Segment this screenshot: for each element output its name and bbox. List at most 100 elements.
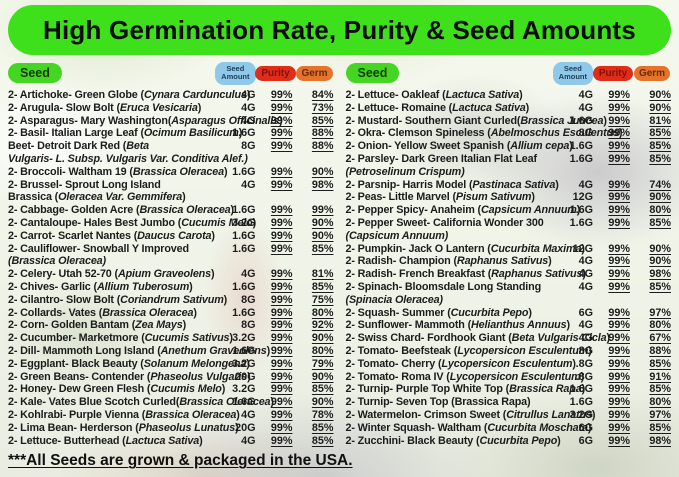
seed-amount-value: 4G	[578, 319, 593, 332]
seed-amount-value: 8G	[241, 319, 256, 332]
germ-value: 75%	[311, 293, 334, 306]
seed-amount-value: 1.6G	[232, 396, 256, 409]
table-row: 2- Green Beans- Contender (Phaseolus Vul…	[8, 371, 334, 384]
purity-value: 99%	[270, 229, 293, 242]
purity-value: 99%	[608, 216, 630, 229]
seed-name: 2- Tomato- Cherry (Lycopersicon Esculent…	[345, 357, 577, 370]
germ-value: 98%	[649, 434, 671, 447]
seed-name: 2- Pepper Sweet- California Wonder 300 (C…	[345, 216, 544, 242]
seed-name: 2- Sunflower- Mammoth (Helianthus Annuus…	[345, 319, 571, 332]
table-row: 2- Winter Squash- Waltham (Cucurbita Mos…	[346, 422, 672, 435]
table-row: 2- Cantaloupe- Hales Best Jumbo (Cucumis…	[8, 217, 334, 230]
seed-name: 2- Mustard- Southern Giant Curled(Brassi…	[345, 114, 607, 127]
purity-value: 99%	[608, 191, 630, 204]
germ-value: 85%	[649, 152, 671, 165]
seed-name: 2- Onion- Yellow Sweet Spanish (Allium c…	[345, 140, 573, 153]
purity-value: 99%	[270, 178, 293, 191]
seed-amount-value: .8G	[575, 370, 593, 383]
purity-value: 99%	[270, 114, 293, 127]
germ-value: 90%	[649, 101, 671, 114]
table-row: 2- Dill- Mammoth Long Island (Anethum Gr…	[8, 345, 334, 358]
table-row: 2- Pumpkin- Jack O Lantern (Cucurbita Ma…	[346, 243, 672, 256]
seed-name: 2- Brussel- Sprout Long Island Brassica (…	[8, 178, 186, 204]
seed-amount-value: 4G	[241, 114, 256, 127]
purity-value: 99%	[270, 165, 293, 178]
germ-value: 78%	[311, 408, 334, 421]
seed-name: 2- Lettuce- Romaine (Lactuca Sativa)	[345, 101, 530, 114]
seed-amount-header-chip: Seed Amount	[215, 61, 256, 85]
table-row: 2- Chives- Garlic (Allium Tuberosum) 1.6G…	[8, 281, 334, 294]
germ-value: 98%	[649, 268, 671, 281]
purity-value: 99%	[270, 127, 293, 140]
purity-value: 99%	[270, 280, 293, 293]
seed-table: Seed Seed Amount Purity Germ 2- Artichoke…	[8, 58, 671, 447]
purity-value: 99%	[608, 152, 630, 165]
seed-name: 2- Peas- Little Marvel (Pisum Sativum)	[345, 191, 535, 204]
table-row: 2- Radish- Champion (Raphanus Sativus) 4G…	[346, 255, 672, 268]
table-row: 2- Kale- Vates Blue Scotch Curled(Brassi…	[8, 396, 334, 409]
seed-amount-value: 4G	[241, 89, 256, 101]
seed-name: 2- Chives- Garlic (Allium Tuberosum)	[8, 280, 193, 293]
seed-name: 2- Swiss Chard- Fordhook Giant (Beta Vul…	[345, 332, 611, 345]
seed-name: 2- Green Beans- Contender (Phaseolus Vul…	[8, 370, 251, 383]
purity-value: 99%	[270, 332, 293, 345]
seed-amount-header-line1: Seed	[563, 63, 582, 73]
seed-amount-value: 20G	[235, 370, 256, 383]
seed-name: 2- Cantaloupe- Hales Best Jumbo (Cucumis…	[8, 216, 257, 229]
table-row: Beet- Detroit Dark Red (Beta Vulgaris- L.…	[8, 140, 334, 166]
purity-value: 99%	[608, 357, 630, 370]
table-row: 2- Cucumber- Marketmore (Cucumis Sativus…	[8, 332, 334, 345]
seed-amount-value: 1.6G	[232, 204, 256, 217]
table-row: 2- Sunflower- Mammoth (Helianthus Annuus…	[346, 319, 672, 332]
seed-amount-value: .8G	[575, 344, 593, 357]
purity-value: 99%	[608, 114, 630, 127]
germ-value: 91%	[649, 370, 671, 383]
seed-name: 2- Pumpkin- Jack O Lantern (Cucurbita Ma…	[345, 242, 585, 255]
purity-value: 99%	[608, 319, 630, 332]
seed-name: 2- Lettuce- Butterhead (Lactuca Sativa)	[8, 434, 203, 447]
purity-value: 99%	[608, 344, 630, 357]
seed-amount-value: 1.6G	[569, 114, 593, 127]
seed-amount-value: 8G	[241, 293, 256, 306]
germ-value: 85%	[311, 383, 334, 396]
germ-value: 90%	[311, 216, 334, 229]
germ-value: 85%	[649, 421, 671, 434]
table-row: 2- Squash- Summer (Cucurbita Pepo) 6G 99% 9…	[346, 307, 672, 320]
seed-name: 2- Celery- Utah 52-70 (Apium Graveolens)	[8, 268, 215, 281]
table-row: 2- Cauliflower- Snowball Y Improved (Bras…	[8, 243, 334, 269]
seed-amount-value: 20G	[235, 421, 256, 434]
seed-name: 2- Cilantro- Slow Bolt (Coriandrum Sativ…	[8, 293, 228, 306]
table-row: 2- Arugula- Slow Bolt (Eruca Vesicaria) 4…	[8, 102, 334, 115]
table-row: 2- Asparagus- Mary Washington(Asparagus …	[8, 115, 334, 128]
purity-value: 99%	[270, 383, 293, 396]
seed-amount-value: 1.6G	[569, 383, 593, 396]
purity-value: 99%	[270, 140, 293, 153]
germ-value: 85%	[649, 357, 671, 370]
purity-value: 99%	[270, 293, 293, 306]
table-row: 2- Broccoli- Waltham 19 (Brassica Olerac…	[8, 166, 334, 179]
seed-amount-header-chip: Seed Amount	[552, 61, 593, 85]
usa-note: ***All Seeds are grown & packaged in the…	[8, 452, 353, 470]
germ-value: 90%	[649, 89, 671, 101]
seed-header-chip: Seed	[8, 63, 62, 83]
seed-header-chip: Seed	[345, 63, 400, 83]
seed-name: 2- Tomato- Roma IV (Lycopersicon Esculen…	[345, 370, 585, 383]
purity-value: 99%	[270, 357, 293, 370]
germ-value: 90%	[311, 370, 334, 383]
germ-value: 90%	[311, 165, 334, 178]
purity-value: 99%	[608, 421, 630, 434]
seed-name: 2- Pepper Spicy- Anaheim (Capsicum Annuu…	[345, 204, 581, 217]
column-header-right: Seed Seed Amount Purity Germ	[345, 58, 672, 88]
column-header-left: Seed Seed Amount Purity Germ	[8, 58, 334, 88]
seed-name: 2- Artichoke- Green Globe (Cynara Cardun…	[8, 89, 251, 101]
table-row: 2- Cilantro- Slow Bolt (Coriandrum Sativ…	[8, 294, 334, 307]
germ-value: 90%	[311, 229, 334, 242]
purity-value: 99%	[608, 268, 630, 281]
seed-name: 2- Cabbage- Golden Acre (Brassica Olerac…	[8, 204, 234, 217]
seed-amount-value: 4G	[241, 178, 256, 191]
table-row: 2- Tomato- Roma IV (Lycopersicon Esculen…	[346, 371, 672, 384]
table-row: 2- Artichoke- Green Globe (Cynara Cardun…	[8, 89, 334, 102]
table-row: 2- Zucchini- Black Beauty (Cucurbita Pep…	[346, 435, 672, 448]
seed-amount-value: 3.2G	[232, 216, 256, 229]
table-row: 2- Lima Bean- Herderson (Phaseolus Lunat…	[8, 422, 334, 435]
